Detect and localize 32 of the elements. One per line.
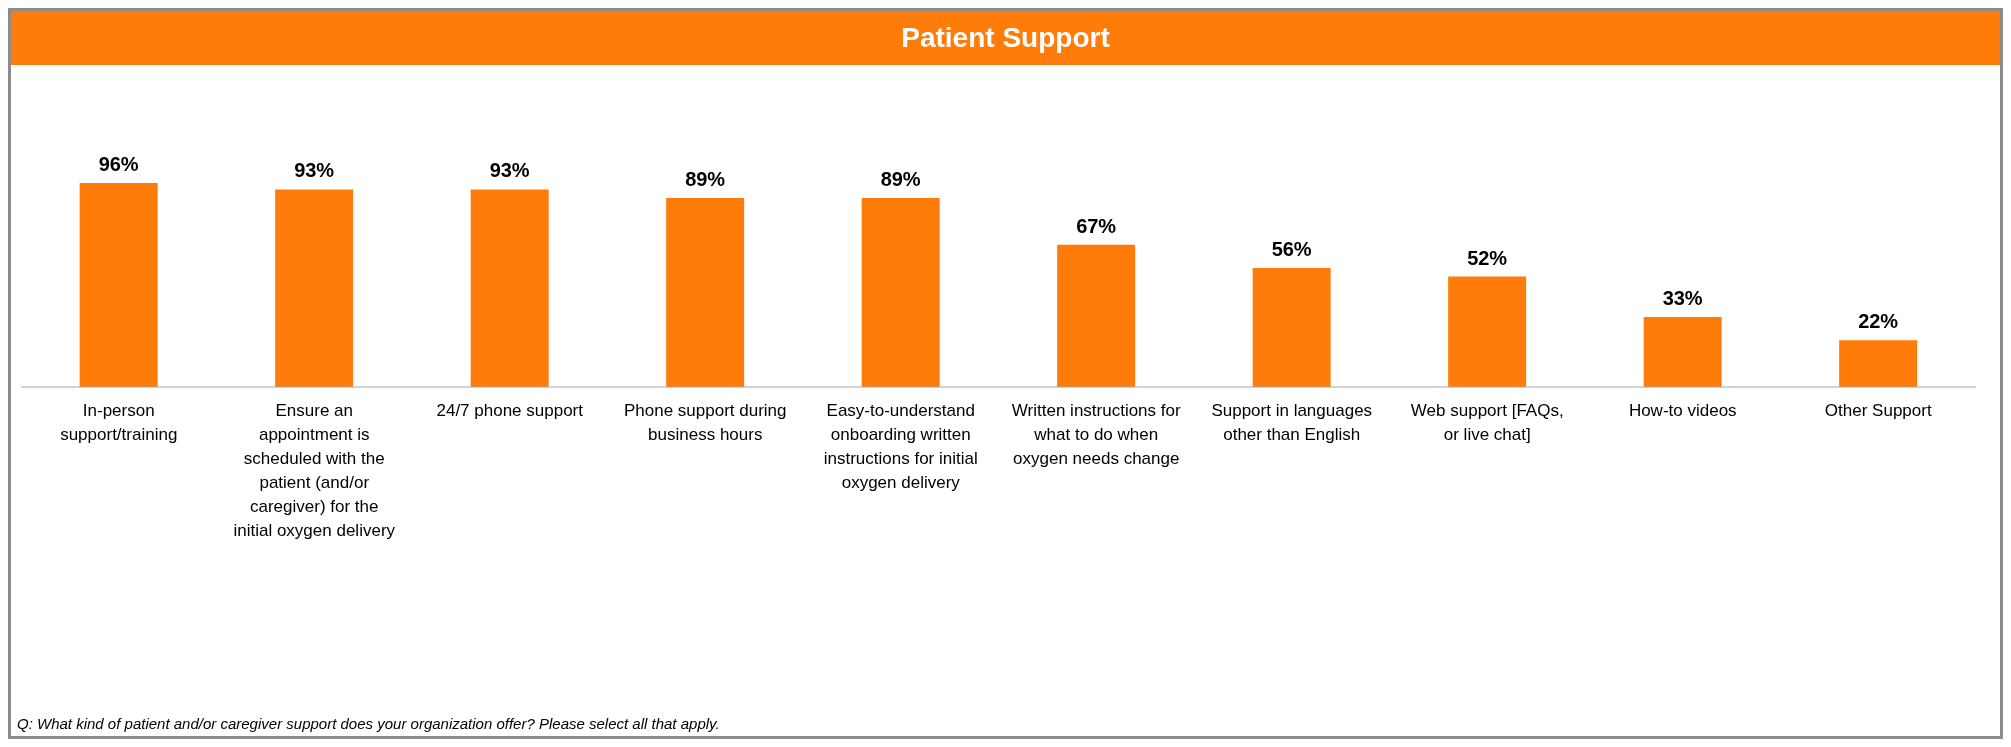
x-tick-label: Other Support <box>1823 400 1933 422</box>
data-label: 56% <box>1271 238 1312 260</box>
x-tick-label: Easy-to-understand onboarding written instructions for initial oxygen delivery <box>822 400 979 494</box>
data-label: 89% <box>880 167 921 190</box>
data-label: 67% <box>1076 214 1117 237</box>
bar <box>1448 276 1527 387</box>
x-tick-label: Web support [FAQs, or live chat] <box>1409 400 1565 446</box>
chart-title: Patient Support <box>11 11 2000 65</box>
bar <box>275 189 354 387</box>
data-label: 96% <box>98 153 139 175</box>
bar <box>1057 244 1136 387</box>
data-label: 93% <box>489 159 530 182</box>
x-tick-label: Support in languages other than English <box>1210 400 1374 446</box>
x-tick-label: In-person support/training <box>59 400 179 446</box>
data-label: 89% <box>685 167 726 190</box>
bar <box>470 189 549 387</box>
x-tick-label: 24/7 phone support <box>435 400 584 422</box>
data-label: 33% <box>1662 286 1703 309</box>
x-tick-label: Ensure an appointment is scheduled with the patient (and/or caregiver) for the initial oxygen delivery <box>232 400 397 542</box>
x-tick-label: How-to videos <box>1627 400 1738 422</box>
bar <box>1839 340 1918 387</box>
data-label: 52% <box>1467 246 1508 269</box>
bar <box>1643 316 1722 387</box>
data-label: 93% <box>294 159 335 182</box>
data-label: 22% <box>1858 310 1899 333</box>
x-tick-label: Written instructions for what to do when oxygen needs change <box>1011 400 1182 470</box>
bar <box>1252 268 1331 387</box>
x-tick-label: Phone support during business hours <box>622 400 788 446</box>
bar <box>861 197 940 387</box>
text: Q: What kind of patient and/or caregiver support does your organization offer? Please select all that apply. <box>17 715 720 732</box>
bar <box>79 183 158 387</box>
bar <box>666 197 745 387</box>
